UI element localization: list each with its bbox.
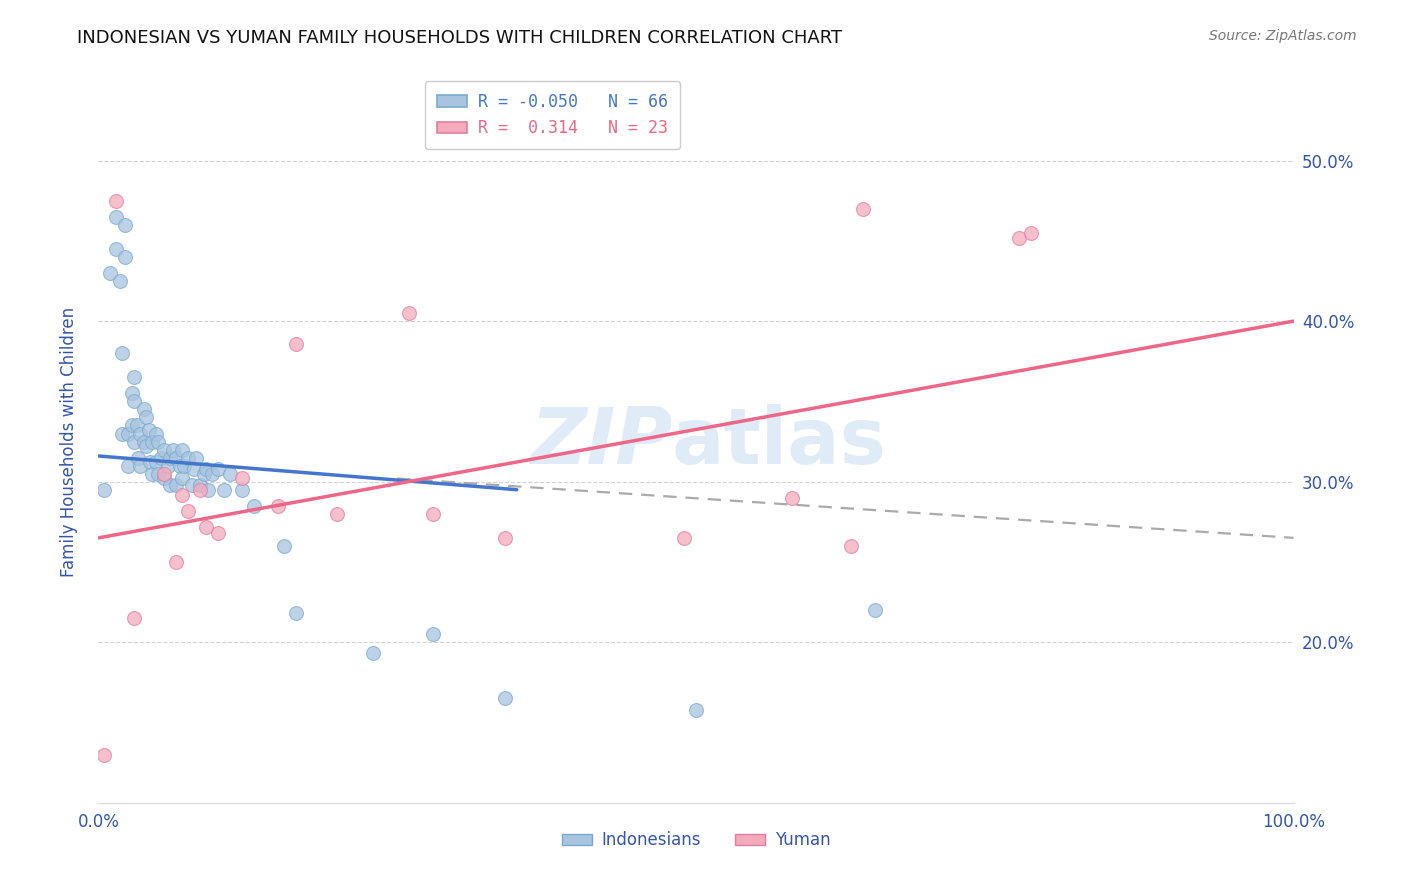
Point <box>169 458 191 473</box>
Point <box>284 607 307 621</box>
Point <box>193 467 215 481</box>
Point <box>195 519 218 533</box>
Point <box>165 555 187 569</box>
Point <box>141 467 163 481</box>
Text: ZIP: ZIP <box>530 403 672 480</box>
Point <box>141 434 163 449</box>
Point <box>201 467 224 481</box>
Point <box>177 503 200 517</box>
Point <box>231 471 253 485</box>
Point <box>326 507 349 521</box>
Point <box>129 458 152 473</box>
Point <box>114 218 136 232</box>
Point <box>121 386 143 401</box>
Point <box>180 478 202 492</box>
Point <box>105 194 128 208</box>
Point <box>105 210 128 224</box>
Point <box>132 402 155 417</box>
Text: Source: ZipAtlas.com: Source: ZipAtlas.com <box>1209 29 1357 44</box>
Text: atlas: atlas <box>672 403 887 480</box>
Point <box>195 462 218 476</box>
Point <box>165 450 187 465</box>
Point <box>135 439 157 453</box>
Point <box>108 274 131 288</box>
Point <box>153 467 176 481</box>
Point <box>1019 226 1042 240</box>
Point <box>494 531 516 545</box>
Point <box>173 458 195 473</box>
Point <box>197 483 219 497</box>
Point <box>139 455 162 469</box>
Point <box>148 467 170 481</box>
Y-axis label: Family Households with Children: Family Households with Children <box>59 307 77 576</box>
Point <box>273 539 295 553</box>
Point <box>219 467 242 481</box>
Point <box>188 478 211 492</box>
Point <box>494 691 516 706</box>
Point <box>207 462 229 476</box>
Point <box>159 478 181 492</box>
Point <box>422 507 444 521</box>
Point <box>159 450 181 465</box>
Point <box>865 603 887 617</box>
Point <box>153 442 176 457</box>
Point <box>132 434 155 449</box>
Point <box>111 426 134 441</box>
Point <box>780 491 803 505</box>
Point <box>98 266 122 280</box>
Point <box>93 747 115 762</box>
Point <box>148 434 170 449</box>
Point <box>124 370 146 384</box>
Point <box>186 450 208 465</box>
Point <box>153 471 176 485</box>
Point <box>114 250 136 264</box>
Point <box>121 418 143 433</box>
Point <box>212 483 235 497</box>
Point <box>93 483 115 497</box>
Point <box>124 434 146 449</box>
Point <box>111 346 134 360</box>
Point <box>363 647 385 661</box>
Point <box>172 442 194 457</box>
Point <box>841 539 863 553</box>
Legend: Indonesians, Yuman: Indonesians, Yuman <box>555 824 837 856</box>
Point <box>156 458 179 473</box>
Point <box>685 703 707 717</box>
Point <box>129 426 152 441</box>
Point <box>145 455 167 469</box>
Point <box>267 499 290 513</box>
Point <box>172 471 194 485</box>
Point <box>398 306 420 320</box>
Point <box>1008 230 1031 244</box>
Point <box>127 450 149 465</box>
Point <box>284 336 307 351</box>
Point <box>135 410 157 425</box>
Point <box>124 611 146 625</box>
Point <box>172 487 194 501</box>
Point <box>188 483 211 497</box>
Point <box>124 394 146 409</box>
Point <box>125 418 148 433</box>
Point <box>145 426 167 441</box>
Point <box>673 531 696 545</box>
Point <box>852 202 875 216</box>
Point <box>117 426 139 441</box>
Point <box>243 499 266 513</box>
Point <box>231 483 253 497</box>
Point <box>149 450 172 465</box>
Point <box>165 478 187 492</box>
Text: INDONESIAN VS YUMAN FAMILY HOUSEHOLDS WITH CHILDREN CORRELATION CHART: INDONESIAN VS YUMAN FAMILY HOUSEHOLDS WI… <box>77 29 842 47</box>
Point <box>422 627 444 641</box>
Point <box>138 423 160 437</box>
Point <box>177 450 200 465</box>
Point <box>183 462 205 476</box>
Point <box>105 242 128 256</box>
Point <box>162 442 184 457</box>
Point <box>117 458 139 473</box>
Point <box>207 526 229 541</box>
